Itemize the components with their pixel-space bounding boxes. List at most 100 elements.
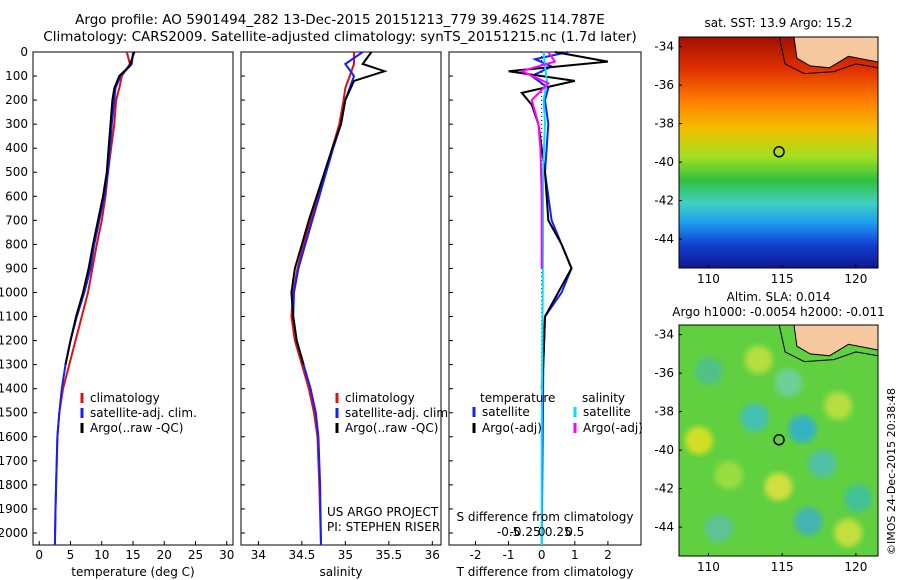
sla-anomaly-blob [740, 403, 769, 432]
depth-ytick-label: 1200 [0, 334, 28, 348]
depth-ytick-label: 1700 [0, 454, 28, 468]
temperature-series-line [53, 51, 134, 546]
depth-ytick-label: 1500 [0, 406, 28, 420]
sla-map-ytick-label: -34 [654, 328, 674, 342]
temperature-legend-entry: climatology [90, 391, 160, 405]
sst-map-xtick-label: 120 [844, 272, 867, 286]
argo-float-marker [773, 434, 785, 446]
sla-map-ytick-label: -38 [654, 405, 674, 419]
depth-ytick-label: 200 [5, 93, 28, 107]
temperature-series-line [64, 51, 136, 365]
copyright-watermark: ©IMOS 24-Dec-2015 20:38:48 [885, 388, 898, 555]
sla-anomaly-blob [744, 345, 773, 374]
temperature-xlabel: temperature (deg C) [71, 565, 194, 579]
temperature-legend-entry: Argo(..raw -QC) [90, 421, 183, 435]
sst-map-ytick-label: -42 [654, 194, 674, 208]
differences-xtick-label: -1 [503, 548, 515, 562]
diff-s-tick-label: 0.5 [565, 525, 584, 539]
sla-anomaly-blob [824, 391, 853, 420]
diff-legend-entry: satellite [482, 405, 530, 419]
salinity-xlabel: salinity [319, 565, 362, 579]
sst-map-xtick-label: 110 [697, 272, 720, 286]
sla-anomaly-blob [808, 449, 837, 478]
figure-title-line2: Climatology: CARS2009. Satellite-adjuste… [43, 29, 637, 45]
salinity-xtick-label: 34.5 [289, 548, 316, 562]
sla-anomaly-blob [704, 514, 733, 543]
sla-map-xtick-label: 115 [771, 560, 794, 574]
sla-anomaly-blob [774, 368, 803, 397]
salinity-legend-entry: satellite-adj. clim. [345, 406, 452, 420]
depth-ytick-label: 1800 [0, 478, 28, 492]
sla-map-xtick-label: 110 [697, 560, 720, 574]
sst-map-frame [678, 36, 879, 269]
sst-map-ytick-label: -38 [654, 117, 674, 131]
sla-anomaly-blob [788, 414, 817, 443]
depth-ytick-label: 800 [5, 237, 28, 251]
depth-ytick-label: 700 [5, 213, 28, 227]
sla-anomaly-blob [844, 484, 873, 513]
diff-s-tick-label: 0 [538, 525, 546, 539]
sla-map-subtitle: Argo h1000: -0.0054 h2000: -0.011 [672, 305, 885, 319]
diff-legend-group-title: salinity [582, 391, 625, 405]
sla-map-xtick-label: 120 [844, 560, 867, 574]
temperature-xtick-label: 10 [94, 548, 109, 562]
temperature-xtick-label: 15 [125, 548, 140, 562]
salinity-plot-frame [240, 51, 442, 546]
salinity-xtick-label: 35.5 [375, 548, 402, 562]
differences-xtick-label: 1 [571, 548, 579, 562]
differences-xtick-label: 0 [538, 548, 546, 562]
sst-map-ytick-label: -34 [654, 40, 674, 54]
depth-ytick-label: 1300 [0, 358, 28, 372]
temperature-xtick-label: 20 [157, 548, 172, 562]
depth-ytick-label: 1600 [0, 430, 28, 444]
salinity-series-line [290, 51, 388, 365]
salinity-series-line [290, 52, 355, 546]
diff-legend-entry: Argo(-adj) [482, 421, 542, 435]
sla-map-title: Altim. SLA: 0.014 [727, 290, 831, 304]
depth-ytick-label: 400 [5, 141, 28, 155]
sla-map-frame [678, 324, 879, 557]
depth-ytick-label: 0 [20, 45, 28, 59]
sla-anomaly-blob [794, 507, 823, 536]
salinity-legend-entry: Argo(..raw -QC) [345, 421, 438, 435]
differences-xtick-label: 2 [604, 548, 612, 562]
depth-ytick-label: 100 [5, 69, 28, 83]
depth-ytick-label: 900 [5, 261, 28, 275]
salinity-xtick-label: 35 [338, 548, 353, 562]
temperature-legend-entry: satellite-adj. clim. [90, 406, 197, 420]
depth-ytick-label: 2000 [0, 526, 28, 540]
sla-map-ytick-label: -36 [654, 366, 674, 380]
temperature-plot-frame [32, 51, 234, 546]
temperature-xtick-label: 0 [35, 548, 43, 562]
sst-map-xtick-label: 115 [771, 272, 794, 286]
salinity-xtick-label: 36 [425, 548, 440, 562]
temperature-xtick-label: 5 [67, 548, 75, 562]
diff-s-tick-label: -0.25 [510, 525, 541, 539]
sst-map-ytick-label: -44 [654, 232, 674, 246]
sla-anomaly-blob [764, 472, 793, 501]
sla-anomaly-blob [694, 357, 723, 386]
isobath-contour [778, 324, 879, 363]
sla-map-ytick-label: -40 [654, 443, 674, 457]
diff-legend-group-title: temperature [480, 391, 555, 405]
sst-heatmap-field [679, 37, 878, 268]
depth-ytick-label: 1000 [0, 285, 28, 299]
sla-anomaly-blob [714, 461, 743, 490]
salinity-xtick-label: 34 [251, 548, 266, 562]
sla-anomaly-blob [834, 518, 863, 547]
diff-s-tick-label: 0.25 [545, 525, 572, 539]
figure-title-line1: Argo profile: AO 5901494_282 13-Dec-2015… [75, 12, 605, 28]
depth-ytick-label: 1100 [0, 310, 28, 324]
sla-map-ytick-label: -44 [654, 520, 674, 534]
salinity-legend-entry: climatology [345, 391, 415, 405]
differences-xlabel: T difference from climatology [456, 565, 634, 579]
diff-legend-entry: satellite [583, 405, 631, 419]
project-annotation: PI: STEPHEN RISER [327, 520, 440, 534]
isobath-contour [778, 36, 879, 75]
sla-map-ytick-label: -42 [654, 482, 674, 496]
depth-ytick-label: 1900 [0, 502, 28, 516]
depth-ytick-label: 500 [5, 165, 28, 179]
temperature-xtick-label: 25 [188, 548, 203, 562]
sst-map-ytick-label: -36 [654, 78, 674, 92]
